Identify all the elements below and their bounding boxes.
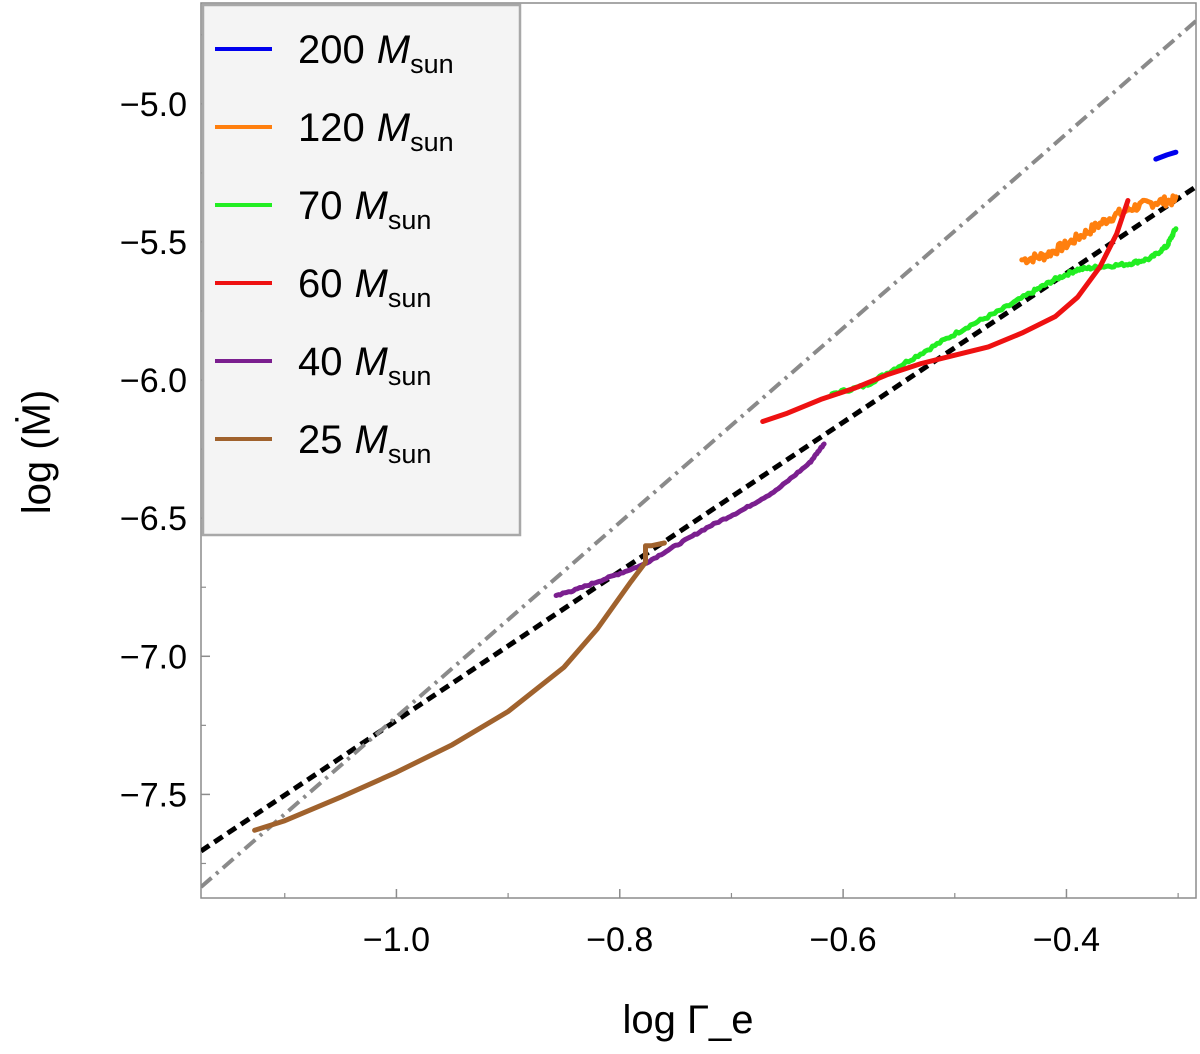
legend-box — [201, 3, 522, 537]
legend-entry: 200 Msun — [215, 28, 454, 79]
legend-entry: 25 Msun — [215, 418, 431, 469]
legend-label: 60 Msun — [298, 262, 431, 313]
x-axis-title: log Γ_e — [622, 998, 753, 1042]
x-tick-label: −0.6 — [810, 921, 877, 959]
y-tick-label: −6.0 — [120, 362, 187, 400]
legend-entry: 40 Msun — [215, 340, 431, 391]
legend: 200 Msun 120 Msun 70 Msun 60 Msun 40 Msun 25 Msun — [201, 3, 522, 537]
series-line-120-msun — [1019, 193, 1179, 266]
series-lines — [252, 149, 1179, 833]
legend-entry: 70 Msun — [215, 184, 431, 235]
y-tick-label: −5.0 — [120, 86, 187, 124]
y-tick-label: −7.5 — [120, 776, 187, 814]
legend-label: 70 Msun — [298, 184, 431, 235]
series-line-70-msun — [829, 226, 1179, 397]
x-tick-label: −0.4 — [1033, 921, 1100, 959]
legend-label: 200 Msun — [298, 28, 454, 79]
series-line-40-msun — [553, 441, 827, 598]
x-tick-label: −1.0 — [363, 921, 430, 959]
legend-entry: 120 Msun — [215, 106, 454, 157]
legend-entry: 60 Msun — [215, 262, 431, 313]
legend-label: 25 Msun — [298, 418, 431, 469]
y-tick-label: −7.0 — [120, 638, 187, 676]
legend-label: 120 Msun — [298, 106, 454, 157]
y-tick-label: −6.5 — [120, 500, 187, 538]
series-line-60-msun — [760, 198, 1131, 424]
legend-label: 40 Msun — [298, 340, 431, 391]
y-axis-title: log (Ṁ) — [14, 390, 59, 514]
series-line-25-msun — [252, 540, 667, 833]
series-line-200-msun — [1153, 149, 1179, 162]
x-tick-label: −0.8 — [586, 921, 653, 959]
axis-ticks: −1.0 −0.8 −0.6 −0.4 −5.0 −5.5 −6.0 −6.5 −7.0 −7.5 — [120, 34, 1179, 959]
fit-line-dashdot — [201, 19, 1196, 889]
plot-frame — [200, 2, 1197, 899]
fit-line-dashed — [201, 184, 1196, 854]
reference-lines — [201, 19, 1196, 889]
y-tick-label: −5.5 — [120, 224, 187, 262]
